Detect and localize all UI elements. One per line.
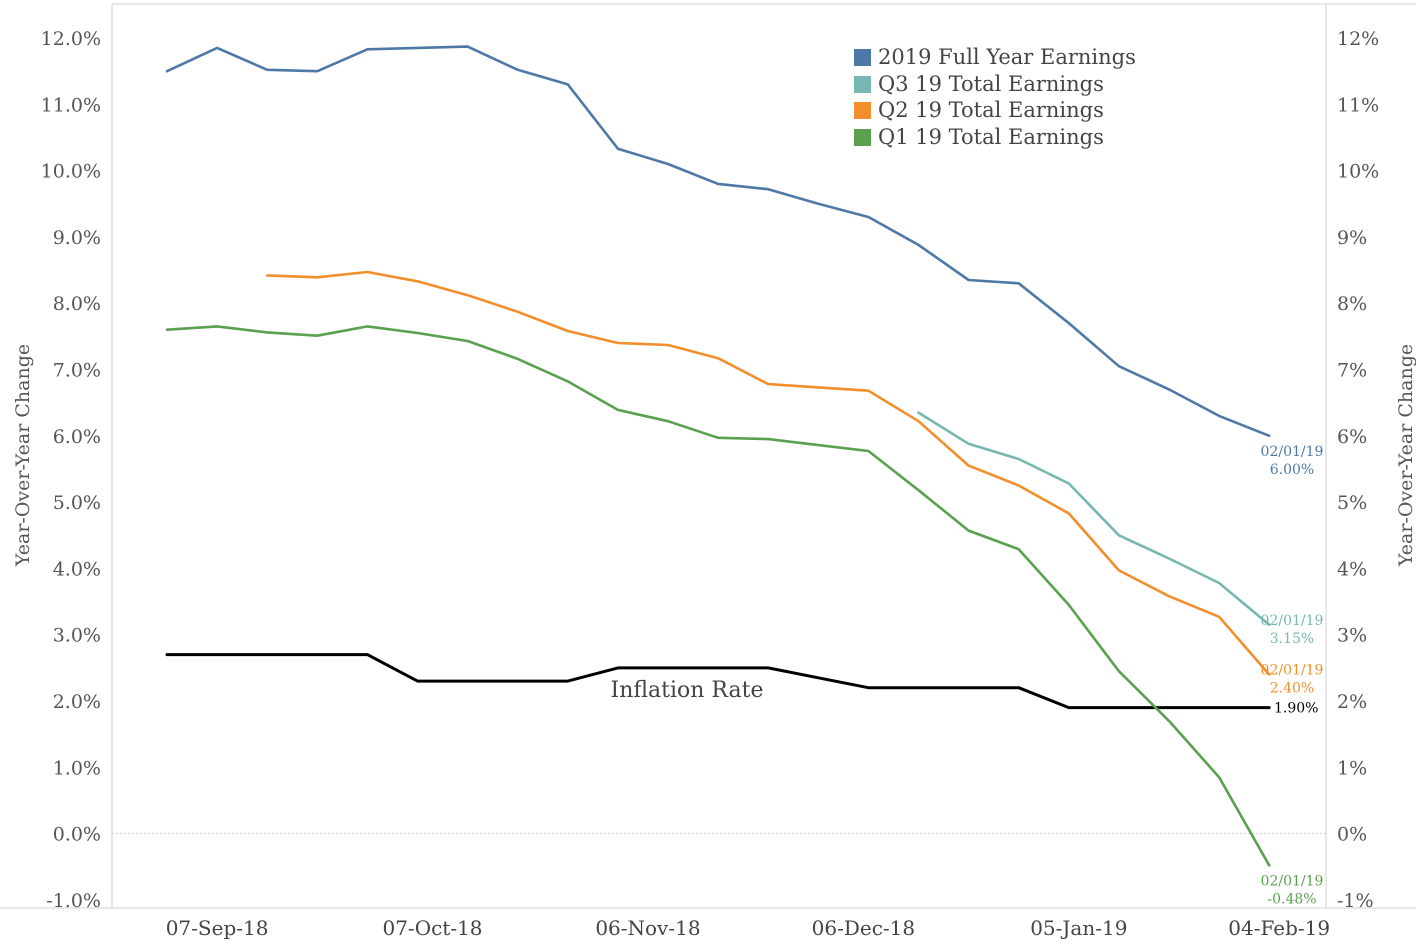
y-tick-right: 6% xyxy=(1337,426,1367,448)
y-tick-left: 8.0% xyxy=(53,293,101,315)
y-tick-right: 0% xyxy=(1337,824,1367,846)
y-tick-left: 0.0% xyxy=(53,824,101,846)
y-tick-left: 6.0% xyxy=(53,426,101,448)
x-tick-label: 06-Dec-18 xyxy=(812,916,916,940)
legend-label-q2: Q2 19 Total Earnings xyxy=(878,98,1104,122)
y-tick-right: 5% xyxy=(1337,492,1367,514)
x-tick-label: 07-Sep-18 xyxy=(166,916,269,940)
end-label-date-q3: 02/01/19 xyxy=(1261,613,1324,629)
y-axis-left-ticks: 12.0% 11.0% 10.0% 9.0% 8.0% 7.0% 6.0% 5.0% 4.0% 3… xyxy=(41,28,101,912)
x-tick-label: 04-Feb-19 xyxy=(1228,916,1330,940)
end-label-value-q2: 2.40% xyxy=(1270,680,1314,696)
y-tick-right: 2% xyxy=(1337,691,1367,713)
legend-label-full-year: 2019 Full Year Earnings xyxy=(878,45,1136,69)
y-tick-left: -1.0% xyxy=(46,890,101,912)
y-axis-right-ticks: 12% 11% 10% 9% 8% 7% 6% 5% 4% 3% 2% 1% 0% -1% xyxy=(1337,28,1379,912)
end-label-date-q1: 02/01/19 xyxy=(1261,873,1324,889)
legend-swatch-q1 xyxy=(854,129,871,146)
y-tick-right: 12% xyxy=(1337,28,1379,50)
y-tick-right: -1% xyxy=(1337,890,1374,912)
x-tick-label: 06-Nov-18 xyxy=(595,916,700,940)
end-label-date-q2: 02/01/19 xyxy=(1261,662,1324,678)
legend-swatch-full-year xyxy=(854,49,871,66)
end-label-value-q1: -0.48% xyxy=(1267,891,1316,907)
y-tick-left: 2.0% xyxy=(53,691,101,713)
y-tick-left: 4.0% xyxy=(53,558,101,580)
y-tick-left: 10.0% xyxy=(41,161,101,183)
legend: 2019 Full Year Earnings Q3 19 Total Earn… xyxy=(854,45,1136,149)
series-lines xyxy=(165,45,1271,867)
q3-earnings-line xyxy=(917,411,1271,627)
y-tick-right: 11% xyxy=(1337,94,1379,116)
y-axis-left-label: Year-Over-Year Change xyxy=(12,344,34,567)
legend-swatch-q3 xyxy=(854,76,871,93)
end-label-value-q3: 3.15% xyxy=(1270,631,1314,647)
y-tick-left: 7.0% xyxy=(53,360,101,382)
end-label-date-full-year: 02/01/19 xyxy=(1261,444,1324,460)
y-tick-left: 5.0% xyxy=(53,492,101,514)
x-axis-ticks: 07-Sep-18 07-Oct-18 06-Nov-18 06-Dec-18 05-J… xyxy=(166,916,1330,940)
y-tick-left: 11.0% xyxy=(41,94,101,116)
y-axis-right-label: Year-Over-Year Change xyxy=(1395,344,1416,567)
inflation-rate-label: Inflation Rate xyxy=(611,678,764,703)
q2-earnings-line xyxy=(265,270,1271,676)
legend-label-q3: Q3 19 Total Earnings xyxy=(878,72,1104,96)
q1-earnings-line xyxy=(165,325,1271,867)
y-tick-right: 4% xyxy=(1337,558,1367,580)
y-tick-right: 9% xyxy=(1337,227,1367,249)
x-tick-label: 05-Jan-19 xyxy=(1030,916,1127,940)
y-tick-left: 9.0% xyxy=(53,227,101,249)
legend-swatch-q2 xyxy=(854,102,871,119)
y-tick-right: 7% xyxy=(1337,360,1367,382)
x-tick-label: 07-Oct-18 xyxy=(382,916,482,940)
end-label-value-inflation: 1.90% xyxy=(1274,701,1318,717)
y-tick-right: 10% xyxy=(1337,161,1379,183)
end-labels: 02/01/19 6.00% 02/01/19 3.15% 02/01/19 2.40% 0… xyxy=(1261,444,1324,908)
y-tick-right: 3% xyxy=(1337,625,1367,647)
end-label-value-full-year: 6.00% xyxy=(1270,462,1314,478)
legend-label-q1: Q1 19 Total Earnings xyxy=(878,125,1104,149)
inflation-rate-line xyxy=(165,653,1271,710)
y-tick-left: 1.0% xyxy=(53,757,101,779)
y-tick-left: 12.0% xyxy=(41,28,101,50)
y-tick-right: 8% xyxy=(1337,293,1367,315)
y-tick-left: 3.0% xyxy=(53,625,101,647)
full-year-earnings-line xyxy=(165,45,1271,438)
y-tick-right: 1% xyxy=(1337,757,1367,779)
